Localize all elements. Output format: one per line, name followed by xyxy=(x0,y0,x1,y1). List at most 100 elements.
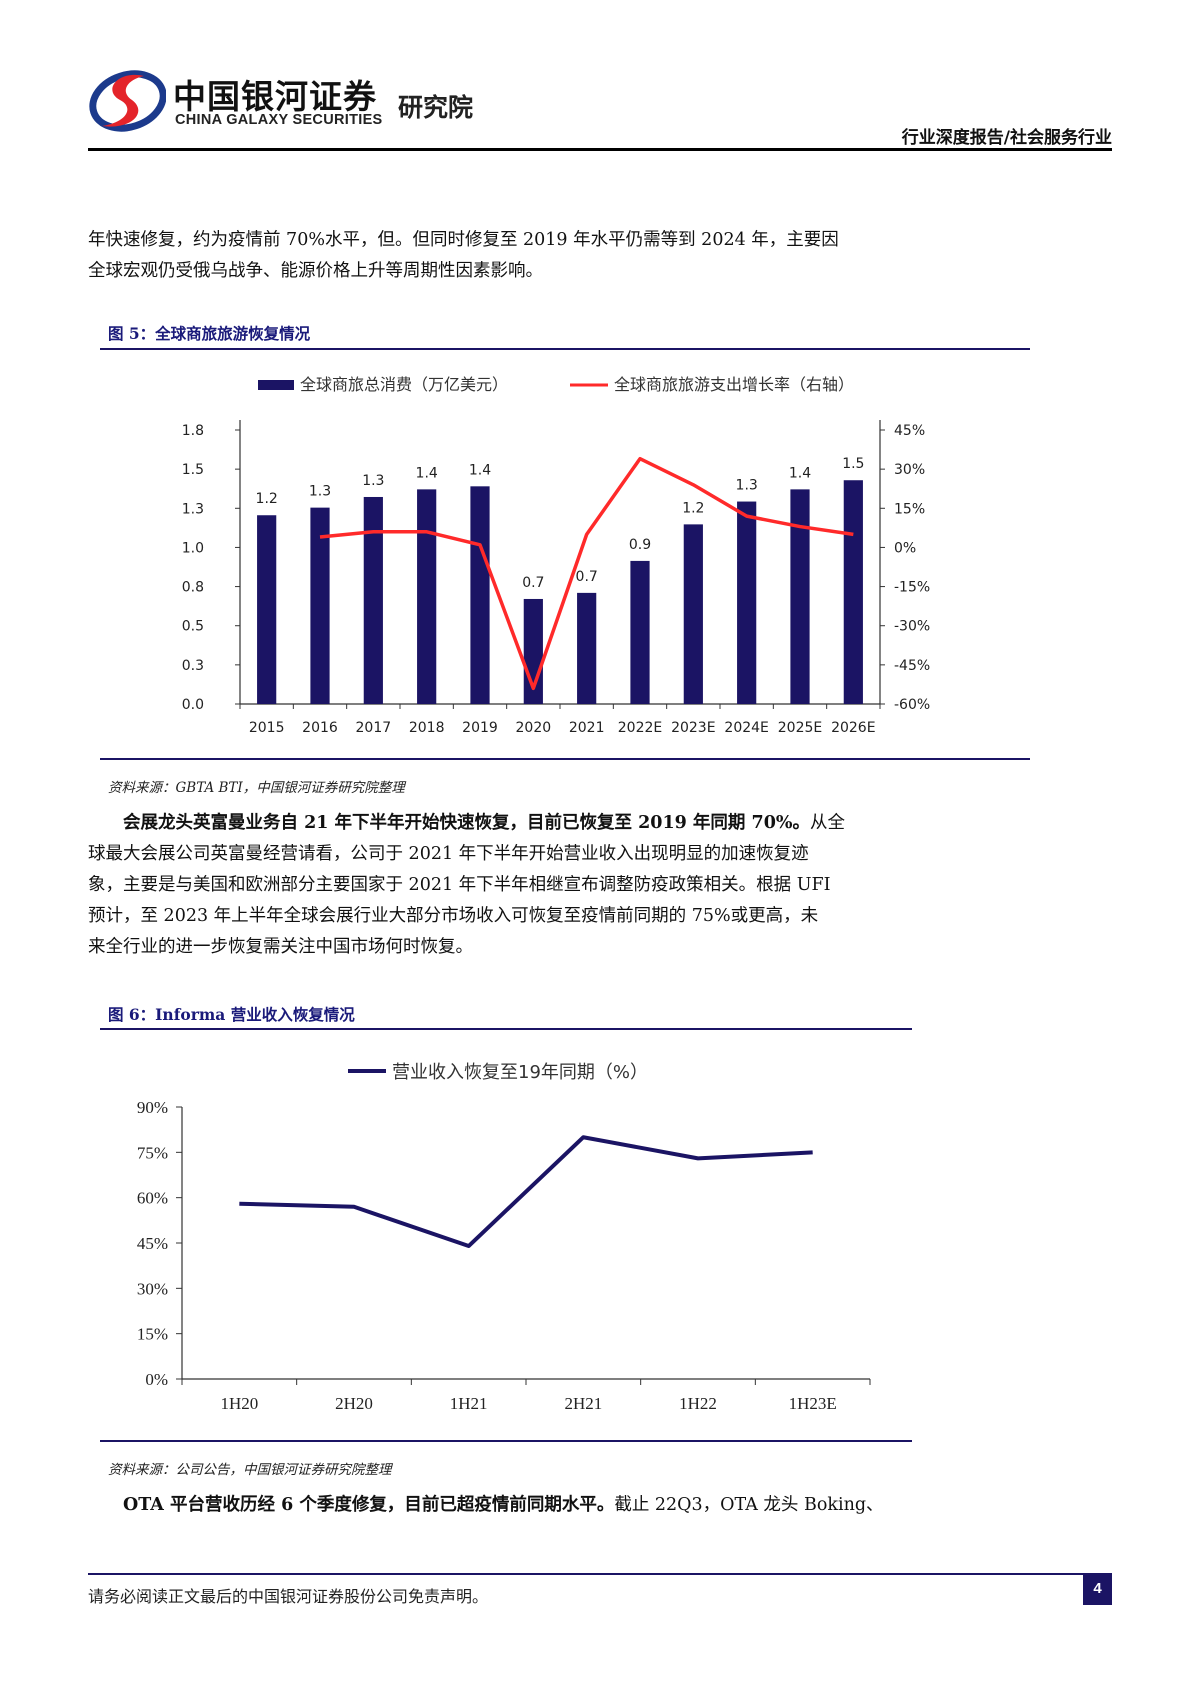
figure5-bottom-rule xyxy=(100,758,1030,760)
figure5-chart: 全球商旅总消费（万亿美元） 全球商旅旅游支出增长率（右轴） 0.0 0.3 0.5 0… xyxy=(182,375,930,736)
y-right-tick-label: 45% xyxy=(894,423,925,439)
bar xyxy=(737,501,757,704)
growth-rate-line xyxy=(319,456,854,691)
bar-data-label: 1.4 xyxy=(789,465,811,481)
para-line: 象，主要是与美国和欧洲部分主要国家于 2021 年下半年相继宣布调整防疫政策相关… xyxy=(88,875,831,895)
brand-institute: 研究院 xyxy=(398,93,474,122)
para-line: 来全行业的进一步恢复需关注中国市场何时恢复。 xyxy=(88,937,473,957)
footer-divider xyxy=(88,1573,1112,1575)
bar-data-label: 1.3 xyxy=(362,473,384,489)
y-left-tick-label: 1.3 xyxy=(182,501,204,517)
y-tick-label: 60% xyxy=(137,1189,168,1208)
figure6-bottom-rule xyxy=(100,1440,912,1442)
body-paragraph-2: OTA 平台营收历经 6 个季度修复，目前已超疫情前同期水平。截止 22Q3，O… xyxy=(88,1490,908,1521)
y-right-tick-label: -30% xyxy=(894,619,930,635)
x-tick-label: 1H23E xyxy=(789,1394,837,1412)
galaxy-logo-icon xyxy=(88,70,167,132)
bar-data-label: 1.5 xyxy=(842,456,864,472)
header-divider xyxy=(88,148,1112,151)
para-line: 预计，至 2023 年上半年全球会展行业大部分市场收入可恢复至疫情前同期的 75… xyxy=(88,906,819,926)
y-left-tick-label: 0.5 xyxy=(182,619,204,635)
brand-name-en: CHINA GALAXY SECURITIES xyxy=(175,112,383,128)
bar-data-label: 1.3 xyxy=(309,484,331,500)
y-tick-label: 30% xyxy=(137,1279,168,1298)
bar-data-label: 0.7 xyxy=(522,575,544,591)
legend-bar-swatch xyxy=(258,380,294,390)
bar-data-label: 1.4 xyxy=(416,465,438,481)
bar xyxy=(790,489,810,704)
report-type: 行业深度报告/社会服务行业 xyxy=(901,128,1112,148)
x-tick-label: 2H21 xyxy=(564,1394,602,1412)
para-line: 球最大会展公司英富曼经营请看，公司于 2021 年下半年开始营业收入出现明显的加… xyxy=(88,844,809,864)
bar-data-label: 1.2 xyxy=(256,491,278,507)
y-left-tick-label: 0.8 xyxy=(182,580,204,596)
para-bold-lead: OTA 平台营收历经 6 个季度修复，目前已超疫情前同期水平。 xyxy=(123,1495,615,1515)
y-right-tick-label: 15% xyxy=(894,501,925,517)
figure5-source: 资料来源：GBTA BTI，中国银河证券研究院整理 xyxy=(108,780,405,796)
bar xyxy=(417,489,437,704)
intro-line: 年快速修复，约为疫情前 70%水平，但。但同时修复至 2019 年水平仍需等到 … xyxy=(88,230,839,250)
bar-data-label: 0.7 xyxy=(576,569,598,585)
y-tick-label: 45% xyxy=(137,1234,168,1253)
y-right-tick-label: -15% xyxy=(894,580,930,596)
intro-line: 全球宏观仍受俄乌战争、能源价格上升等周期性因素影响。 xyxy=(88,261,543,281)
legend-line-label: 营业收入恢复至19年同期（%） xyxy=(392,1062,648,1083)
body-paragraph: 会展龙头英富曼业务自 21 年下半年开始快速恢复，目前已恢复至 2019 年同期… xyxy=(88,808,908,963)
figure6-chart: 营业收入恢复至19年同期（%） 0% 15% 30% 45% 60% 75% 90% 1H20… xyxy=(137,1062,871,1412)
x-tick-label: 2016 xyxy=(302,720,338,736)
y-right-tick-label: -45% xyxy=(894,658,930,674)
para-line-1: 会展龙头英富曼业务自 21 年下半年开始快速恢复，目前已恢复至 2019 年同期… xyxy=(88,808,908,839)
y-left-tick-label: 0.3 xyxy=(182,658,204,674)
brand-name-cn: 中国银河证券 xyxy=(173,77,377,116)
y-right-tick-label: 30% xyxy=(894,462,925,478)
x-tick-label: 2023E xyxy=(671,720,715,736)
bar xyxy=(310,507,330,704)
revenue-recovery-line xyxy=(239,1135,813,1249)
figure6-source: 资料来源：公司公告，中国银河证券研究院整理 xyxy=(108,1462,392,1478)
legend-line-label: 全球商旅旅游支出增长率（右轴） xyxy=(614,375,854,394)
x-tick-label: 1H22 xyxy=(679,1394,717,1412)
para-text: 从全 xyxy=(810,813,846,833)
y-tick-label: 0% xyxy=(145,1370,168,1389)
bar xyxy=(683,524,703,704)
x-tick-label: 2017 xyxy=(356,720,392,736)
x-tick-label: 2H20 xyxy=(335,1394,373,1412)
x-tick-label: 2022E xyxy=(618,720,662,736)
y-left-tick-label: 0.0 xyxy=(182,697,204,713)
bar xyxy=(577,592,597,704)
bar-data-label: 0.9 xyxy=(629,537,651,553)
bar-data-label: 1.4 xyxy=(469,462,491,478)
x-tick-label: 1H21 xyxy=(450,1394,488,1412)
figure6-top-rule xyxy=(100,1028,912,1030)
bar-data-label: 1.2 xyxy=(682,500,704,516)
para-line-1: OTA 平台营收历经 6 个季度修复，目前已超疫情前同期水平。截止 22Q3，O… xyxy=(88,1490,908,1521)
figure6-title: 图 6：Informa 营业收入恢复情况 xyxy=(108,1005,355,1024)
bar xyxy=(470,486,490,704)
y-right-tick-label: -60% xyxy=(894,697,930,713)
x-tick-label: 2026E xyxy=(831,720,875,736)
para-text: 截止 22Q3，OTA 龙头 Boking、 xyxy=(614,1495,884,1515)
y-left-tick-label: 1.5 xyxy=(182,462,204,478)
figure5-top-rule xyxy=(100,348,1030,350)
x-tick-label: 2018 xyxy=(409,720,445,736)
x-tick-label: 2024E xyxy=(724,720,768,736)
y-tick-label: 90% xyxy=(137,1098,168,1117)
x-tick-label: 2025E xyxy=(778,720,822,736)
para-bold-lead: 会展龙头英富曼业务自 21 年下半年开始快速恢复，目前已恢复至 2019 年同期… xyxy=(123,813,811,833)
x-tick-label: 2021 xyxy=(569,720,605,736)
y-right-tick-label: 0% xyxy=(894,540,916,556)
x-tick-label: 2019 xyxy=(462,720,498,736)
bar xyxy=(257,515,277,704)
footer-disclaimer: 请务必阅读正文最后的中国银河证券股份公司免责声明。 xyxy=(88,1587,489,1606)
page-number: 4 xyxy=(1083,1573,1112,1605)
intro-paragraph: 年快速修复，约为疫情前 70%水平，但。但同时修复至 2019 年水平仍需等到 … xyxy=(88,225,908,287)
bar-data-label: 1.3 xyxy=(736,478,758,494)
y-left-tick-label: 1.8 xyxy=(182,423,204,439)
x-tick-label: 2015 xyxy=(249,720,285,736)
legend-bar-label: 全球商旅总消费（万亿美元） xyxy=(300,375,508,394)
bar xyxy=(843,480,863,704)
y-left-tick-label: 1.0 xyxy=(182,540,204,556)
x-tick-label: 2020 xyxy=(516,720,552,736)
x-tick-label: 1H20 xyxy=(220,1394,258,1412)
figure5-title: 图 5：全球商旅旅游恢复情况 xyxy=(108,324,311,343)
